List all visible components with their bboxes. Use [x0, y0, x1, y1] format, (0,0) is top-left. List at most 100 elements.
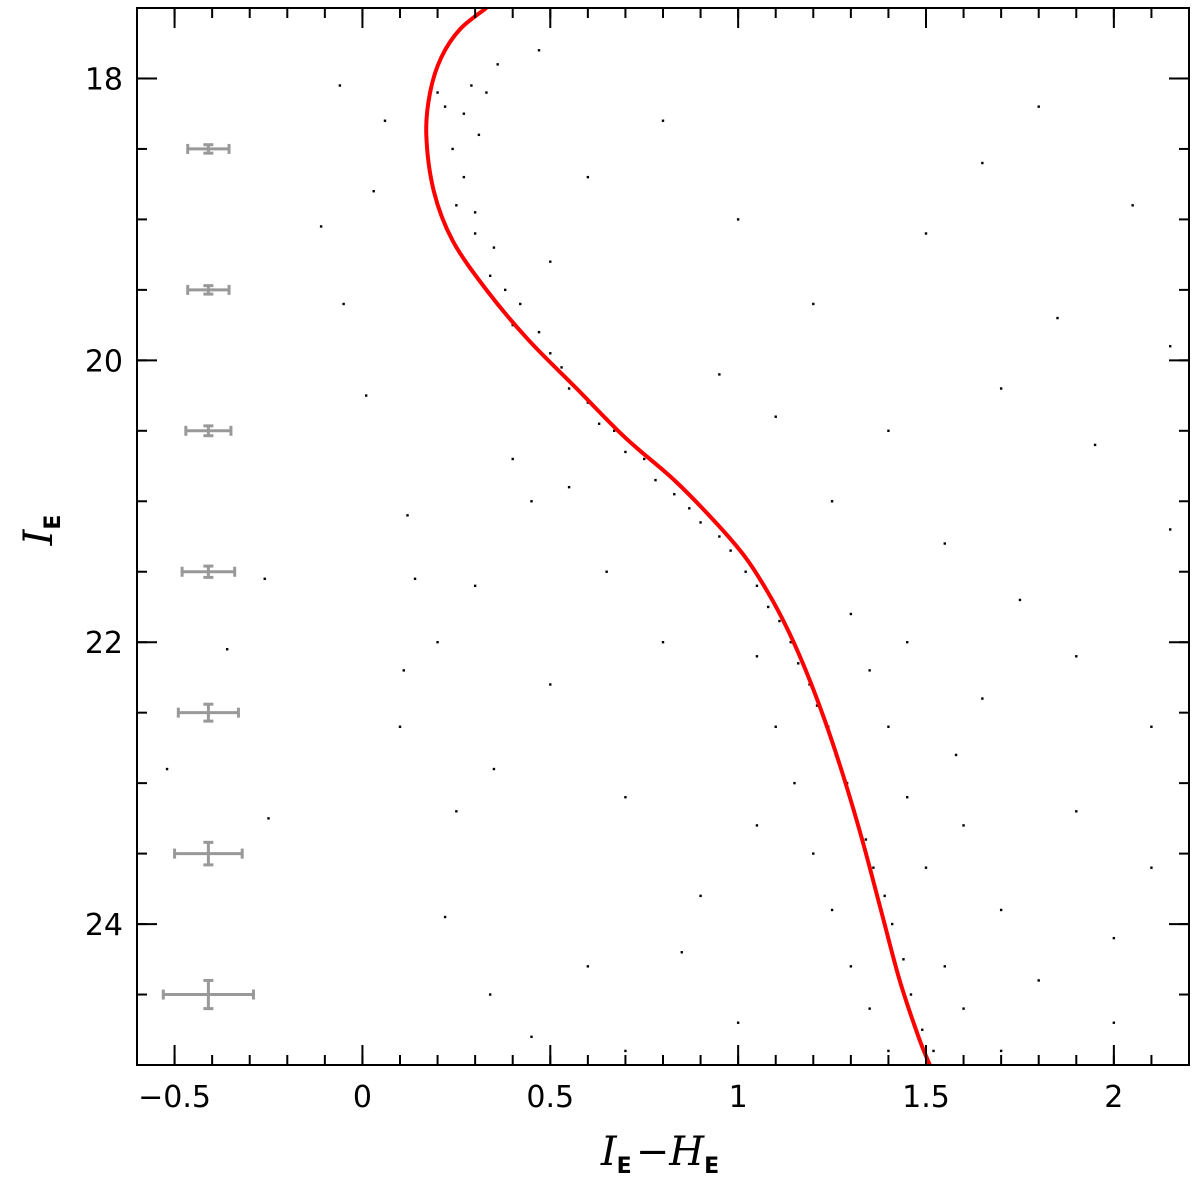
scatter-point	[492, 767, 496, 771]
scatter-point	[999, 387, 1003, 390]
scatter-point	[981, 161, 984, 165]
scatter-point	[1169, 345, 1172, 348]
error-bar	[184, 424, 233, 438]
scatter-point	[402, 669, 405, 672]
scatter-point	[688, 507, 691, 510]
scatter-point	[872, 866, 875, 869]
scatter-point	[488, 274, 492, 277]
scatter-point	[1075, 810, 1078, 813]
scatter-point	[812, 852, 815, 855]
scatter-point	[496, 63, 499, 66]
scatter-point	[537, 330, 541, 334]
error-bar	[186, 143, 231, 155]
scatter-point	[890, 922, 894, 926]
scatter-point	[906, 796, 909, 799]
scatter-point	[797, 662, 800, 665]
scatter-point	[778, 619, 781, 623]
scatter-point	[537, 49, 541, 52]
scatter-point	[605, 570, 608, 573]
scatter-point	[383, 119, 387, 122]
plot-frame	[136, 7, 1190, 1066]
x-axis-label: IE −HE	[600, 1129, 719, 1179]
scatter-point	[902, 958, 905, 961]
error-bars	[161, 143, 255, 1011]
x-tick-label: 1.5	[902, 1080, 950, 1115]
x-tick-label: 0.5	[526, 1080, 574, 1115]
scatter-point	[932, 1049, 935, 1053]
scatter-point	[661, 641, 665, 644]
scatter-point	[586, 965, 590, 968]
scatter-point	[485, 91, 488, 94]
x-tick-label: 2	[1104, 1080, 1123, 1115]
scatter-point	[567, 485, 571, 489]
scatter-point	[560, 366, 563, 369]
scatter-point	[755, 655, 759, 658]
error-bar	[180, 564, 237, 579]
scatter-point	[830, 908, 834, 912]
scatter-point	[406, 514, 409, 517]
scatter-point	[864, 838, 868, 841]
scatter-point	[413, 577, 417, 580]
scatter-point	[999, 1049, 1003, 1053]
scatter-point	[342, 302, 345, 306]
error-bar	[176, 702, 240, 723]
y-tick-label: 22	[85, 626, 123, 661]
scatter-point	[729, 549, 732, 552]
scatter-point	[462, 175, 466, 179]
scatter-point	[530, 500, 533, 503]
scatter-point	[451, 147, 454, 151]
scatter-point	[473, 584, 477, 588]
scatter-point	[436, 91, 439, 94]
scatter-point	[755, 824, 759, 827]
scatter-point	[267, 817, 270, 820]
scatter-point	[924, 866, 928, 869]
scatter-point	[981, 697, 984, 700]
scatter-point	[372, 190, 375, 193]
scatter-point	[789, 641, 792, 644]
scatter-point	[624, 450, 627, 454]
scatter-point	[398, 725, 402, 728]
scatter-point	[1131, 204, 1134, 207]
scatter-point	[1037, 105, 1040, 108]
scatter-point	[443, 105, 447, 108]
scatter-point	[1093, 443, 1097, 447]
scatter-point	[661, 119, 665, 122]
scatter-point	[943, 542, 946, 545]
scatter-point	[455, 204, 458, 207]
scatter-point	[1037, 979, 1040, 982]
scatter-point	[849, 612, 853, 616]
y-axis-label: IE	[16, 515, 66, 547]
scatter-point	[883, 894, 886, 898]
x-tick-label: 0	[353, 1080, 372, 1115]
scatter-point	[954, 753, 958, 757]
scatter-point	[504, 288, 507, 292]
scatter-point	[736, 1021, 740, 1024]
scatter-point	[887, 725, 890, 728]
scatter-point	[699, 894, 702, 898]
error-bar	[161, 978, 255, 1011]
scatter-point	[868, 669, 871, 672]
scatter-point	[597, 422, 601, 425]
scatter-point	[492, 246, 496, 249]
scatter-point	[812, 302, 815, 306]
scatter-point	[887, 1049, 890, 1053]
scatter-point	[830, 500, 834, 503]
scatter-point	[815, 704, 819, 707]
error-bar	[186, 284, 231, 296]
scatter-point	[774, 725, 777, 728]
scatter-point	[1056, 316, 1059, 320]
y-tick-label: 18	[85, 62, 123, 97]
scatter-point	[1169, 528, 1172, 531]
scatter-point	[567, 387, 571, 390]
scatter-point	[906, 641, 909, 644]
scatter-point	[654, 478, 657, 482]
scatter-point	[1018, 598, 1022, 602]
scatter-point	[477, 133, 481, 137]
scatter-point	[511, 457, 514, 461]
scatter-point	[755, 584, 759, 588]
scatter-point	[462, 112, 466, 115]
scatter-point	[1150, 725, 1153, 728]
scatter-point	[943, 965, 946, 968]
scatter-point	[488, 993, 492, 996]
scatter-point	[165, 767, 169, 771]
